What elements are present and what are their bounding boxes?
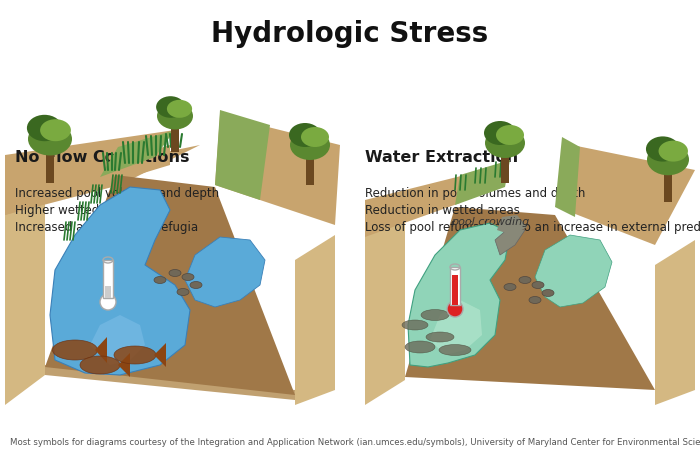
Ellipse shape <box>156 96 185 118</box>
Polygon shape <box>455 160 510 205</box>
Ellipse shape <box>169 269 181 277</box>
Ellipse shape <box>402 320 428 330</box>
Text: Increased areas of pool refugia: Increased areas of pool refugia <box>15 221 198 234</box>
Ellipse shape <box>177 288 189 295</box>
Text: Most symbols for diagrams courtesy of the Integration and Application Network (i: Most symbols for diagrams courtesy of th… <box>10 438 700 447</box>
Ellipse shape <box>659 141 688 162</box>
Text: Increased pool volumes and depth: Increased pool volumes and depth <box>15 187 219 200</box>
Bar <box>103 260 113 298</box>
Text: pool crowding: pool crowding <box>451 217 529 227</box>
Ellipse shape <box>182 273 194 280</box>
Ellipse shape <box>439 344 471 355</box>
Ellipse shape <box>28 122 72 156</box>
Polygon shape <box>555 137 580 217</box>
Ellipse shape <box>646 136 680 162</box>
Ellipse shape <box>485 128 525 158</box>
Ellipse shape <box>519 277 531 283</box>
Ellipse shape <box>27 115 62 141</box>
Text: Higher wetted areas: Higher wetted areas <box>15 204 136 217</box>
Polygon shape <box>405 207 655 390</box>
Ellipse shape <box>542 289 554 297</box>
Polygon shape <box>95 337 107 363</box>
Ellipse shape <box>80 356 120 374</box>
Ellipse shape <box>426 332 454 342</box>
Ellipse shape <box>484 121 516 145</box>
Polygon shape <box>655 240 695 405</box>
Ellipse shape <box>290 130 330 160</box>
Ellipse shape <box>532 282 544 288</box>
Bar <box>501 148 509 183</box>
Bar <box>450 267 460 305</box>
Polygon shape <box>5 145 170 215</box>
Text: Water Extraction: Water Extraction <box>365 150 518 165</box>
Polygon shape <box>118 353 130 377</box>
Ellipse shape <box>421 309 449 320</box>
Bar <box>105 286 111 298</box>
Polygon shape <box>430 300 482 355</box>
Text: No Flow Conditions: No Flow Conditions <box>15 150 190 165</box>
Polygon shape <box>565 145 695 245</box>
Bar <box>46 145 55 183</box>
Polygon shape <box>90 315 145 365</box>
Bar <box>664 165 672 202</box>
Ellipse shape <box>114 346 156 364</box>
Polygon shape <box>535 235 612 307</box>
Polygon shape <box>495 227 525 255</box>
Polygon shape <box>100 130 175 177</box>
Polygon shape <box>5 145 200 215</box>
Ellipse shape <box>289 123 321 147</box>
Text: Reduction in pool volumes and depth: Reduction in pool volumes and depth <box>365 187 585 200</box>
Polygon shape <box>215 115 340 225</box>
Ellipse shape <box>496 125 524 145</box>
Polygon shape <box>154 343 166 367</box>
Ellipse shape <box>504 283 516 290</box>
Ellipse shape <box>167 100 192 118</box>
Polygon shape <box>408 223 510 367</box>
Ellipse shape <box>301 127 329 147</box>
Ellipse shape <box>100 294 116 310</box>
Bar <box>452 275 458 305</box>
Polygon shape <box>215 110 270 200</box>
Polygon shape <box>50 187 190 375</box>
Text: Loss of pool refugia leads to an increase in external predation: Loss of pool refugia leads to an increas… <box>365 221 700 234</box>
Ellipse shape <box>40 119 71 141</box>
Ellipse shape <box>154 277 166 283</box>
Polygon shape <box>365 207 405 405</box>
Ellipse shape <box>52 340 97 360</box>
Polygon shape <box>45 365 295 400</box>
Bar <box>172 121 178 152</box>
Polygon shape <box>5 185 45 405</box>
Ellipse shape <box>647 144 689 175</box>
Ellipse shape <box>190 282 202 288</box>
Polygon shape <box>497 215 527 235</box>
Text: Hydrologic Stress: Hydrologic Stress <box>211 20 489 48</box>
Polygon shape <box>5 130 175 195</box>
Ellipse shape <box>405 341 435 353</box>
Ellipse shape <box>529 297 541 303</box>
Polygon shape <box>185 237 265 307</box>
Ellipse shape <box>157 102 193 130</box>
Bar <box>306 150 314 185</box>
Text: Reduction in wetted areas: Reduction in wetted areas <box>365 204 520 217</box>
Polygon shape <box>295 235 335 405</box>
Ellipse shape <box>447 301 463 317</box>
Polygon shape <box>365 165 505 237</box>
Polygon shape <box>45 175 295 395</box>
